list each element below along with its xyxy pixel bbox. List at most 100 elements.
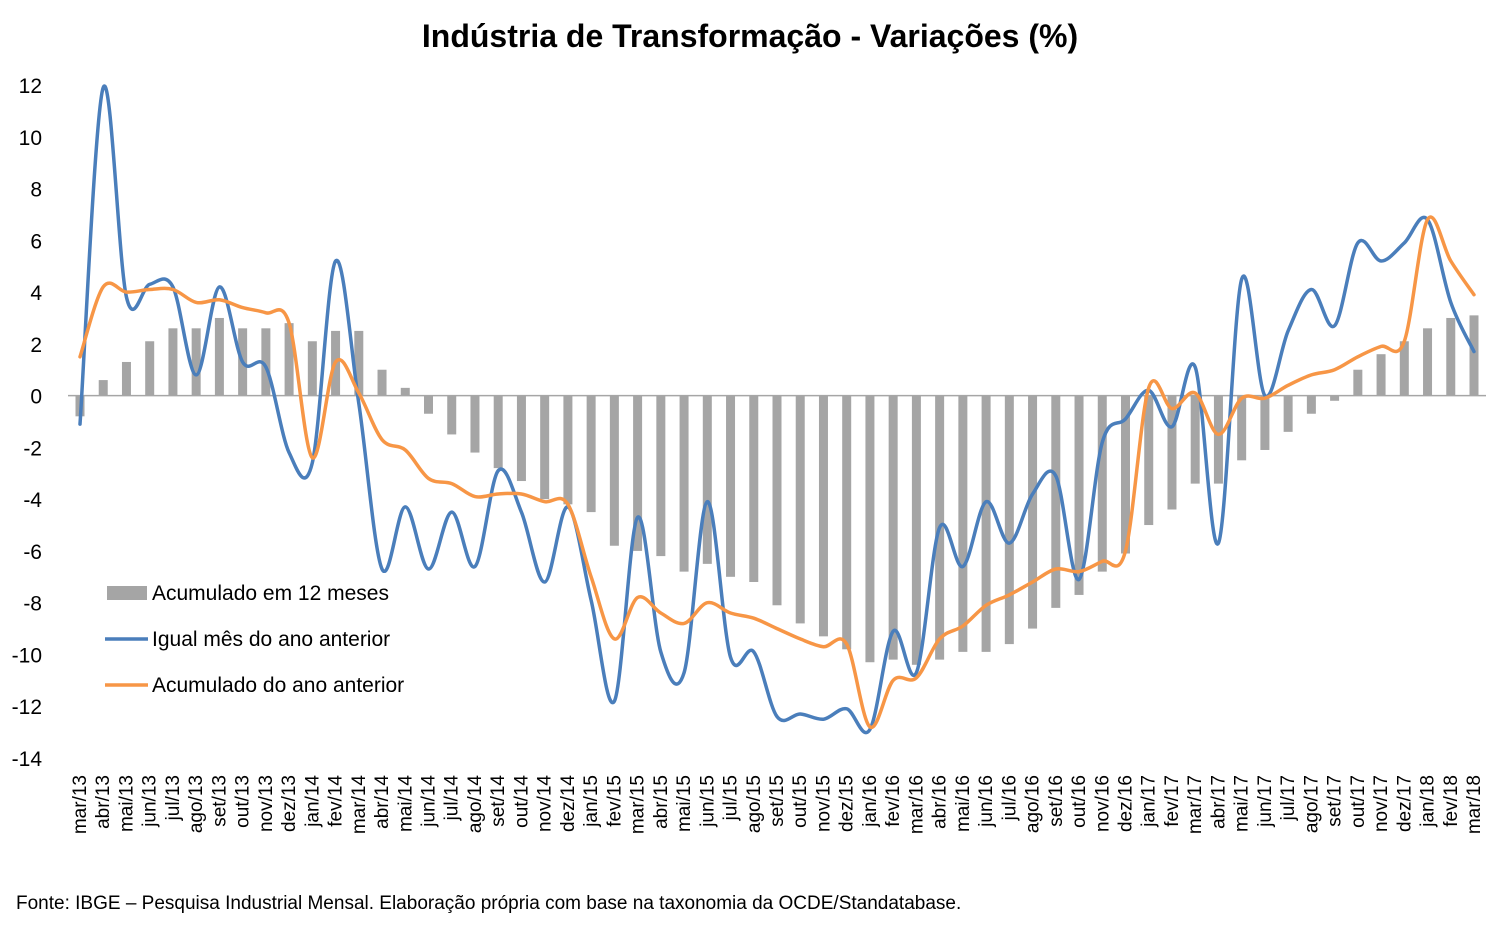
bar-acumulado-12-meses — [1237, 395, 1247, 461]
bar-acumulado-12-meses — [563, 395, 573, 505]
x-tick-label: set/16 — [1046, 775, 1067, 827]
legend-label: Igual mês do ano anterior — [152, 628, 390, 651]
y-tick-label: -12 — [12, 696, 42, 719]
x-tick-label: out/14 — [511, 775, 532, 828]
y-tick-label: 12 — [19, 75, 42, 98]
bar-acumulado-12-meses — [1469, 315, 1479, 396]
x-tick-label: jul/13 — [163, 775, 184, 821]
x-tick-label: jul/17 — [1278, 775, 1299, 821]
x-tick-label: out/17 — [1348, 775, 1369, 828]
x-tick-label: mar/14 — [349, 775, 370, 835]
x-tick-label: set/13 — [209, 775, 230, 827]
legend-label: Acumulado em 12 meses — [152, 582, 389, 605]
x-tick-label: nov/17 — [1371, 775, 1392, 832]
bar-acumulado-12-meses — [1423, 328, 1433, 396]
bar-acumulado-12-meses — [377, 369, 387, 396]
x-tick-label: mai/15 — [674, 775, 695, 832]
y-tick-label: -8 — [23, 593, 42, 616]
bar-acumulado-12-meses — [795, 395, 805, 624]
x-tick-label: mai/17 — [1232, 775, 1253, 832]
x-tick-label: mai/16 — [953, 775, 974, 832]
x-tick-label: dez/15 — [837, 775, 858, 832]
x-tick-label: nov/16 — [1092, 775, 1113, 832]
x-tick-label: jul/16 — [999, 775, 1020, 821]
x-tick-label: dez/13 — [279, 775, 300, 832]
x-tick-label: nov/13 — [256, 775, 277, 832]
bar-acumulado-12-meses — [1074, 395, 1084, 595]
bar-acumulado-12-meses — [1004, 395, 1014, 645]
x-tick-label: jan/15 — [581, 775, 602, 828]
x-tick-label: ago/17 — [1301, 775, 1322, 833]
bar-acumulado-12-meses — [1399, 341, 1409, 396]
x-tick-label: abr/13 — [93, 775, 114, 829]
x-tick-label: set/15 — [767, 775, 788, 827]
x-tick-label: fev/14 — [326, 775, 347, 827]
bar-acumulado-12-meses — [586, 395, 596, 513]
x-tick-label: set/17 — [1325, 775, 1346, 827]
bar-acumulado-12-meses — [1051, 395, 1061, 608]
bar-acumulado-12-meses — [1376, 354, 1386, 396]
bar-acumulado-12-meses — [888, 395, 898, 660]
x-tick-label: jun/16 — [976, 775, 997, 828]
x-tick-label: mar/15 — [628, 775, 649, 834]
bar-acumulado-12-meses — [656, 395, 666, 557]
bar-acumulado-12-meses — [191, 328, 201, 396]
x-tick-label: ago/16 — [1023, 775, 1044, 833]
x-tick-label: out/13 — [233, 775, 254, 828]
bar-acumulado-12-meses — [261, 328, 271, 396]
bar-acumulado-12-meses — [958, 395, 968, 652]
bar-acumulado-12-meses — [354, 330, 364, 396]
x-tick-label: abr/15 — [651, 775, 672, 829]
bar-acumulado-12-meses — [540, 395, 550, 500]
x-tick-label: jan/14 — [302, 775, 323, 828]
x-tick-label: mar/13 — [70, 775, 91, 834]
x-tick-label: ago/13 — [186, 775, 207, 833]
legend-background — [100, 573, 430, 705]
bar-acumulado-12-meses — [1283, 395, 1293, 432]
bar-acumulado-12-meses — [772, 395, 782, 606]
bar-acumulado-12-meses — [633, 395, 643, 551]
y-tick-label: 0 — [30, 386, 42, 409]
x-tick-label: nov/14 — [535, 775, 556, 832]
y-tick-label: 6 — [30, 230, 42, 253]
bar-acumulado-12-meses — [493, 395, 503, 469]
bar-acumulado-12-meses — [516, 395, 526, 482]
bar-acumulado-12-meses — [1353, 369, 1363, 396]
bar-acumulado-12-meses — [1167, 395, 1177, 510]
x-tick-label: mar/17 — [1185, 775, 1206, 834]
bar-acumulado-12-meses — [1144, 395, 1154, 526]
bar-acumulado-12-meses — [609, 395, 619, 546]
bar-acumulado-12-meses — [865, 395, 875, 663]
x-tick-label: dez/17 — [1394, 775, 1415, 832]
bar-acumulado-12-meses — [749, 395, 759, 582]
bar-acumulado-12-meses — [1213, 395, 1223, 484]
x-tick-label: jun/13 — [140, 775, 161, 828]
bar-acumulado-12-meses — [726, 395, 736, 577]
x-tick-label: jun/17 — [1255, 775, 1276, 828]
x-tick-label: abr/14 — [372, 775, 393, 829]
y-tick-label: -14 — [12, 748, 43, 771]
bar-acumulado-12-meses — [1028, 395, 1038, 629]
x-tick-label: ago/14 — [465, 775, 486, 834]
bar-acumulado-12-meses — [981, 395, 991, 652]
chart-title: Indústria de Transformação - Variações (… — [421, 18, 1079, 54]
x-tick-label: mai/13 — [116, 775, 137, 832]
y-tick-label: 4 — [30, 282, 42, 305]
x-tick-label: jan/17 — [1139, 775, 1160, 828]
y-tick-label: -2 — [23, 437, 42, 460]
bar-acumulado-12-meses — [424, 395, 433, 414]
x-tick-label: jun/15 — [697, 775, 718, 828]
bar-acumulado-12-meses — [1190, 395, 1200, 484]
bar-acumulado-12-meses — [1260, 395, 1270, 450]
x-tick-label: fev/18 — [1441, 775, 1462, 827]
line-acumulado-ano-anterior — [78, 215, 1476, 729]
x-tick-label: jan/18 — [1418, 775, 1439, 828]
bar-acumulado-12-meses — [168, 328, 178, 396]
bar-acumulado-12-meses — [214, 317, 224, 396]
x-tick-label: fev/17 — [1162, 775, 1183, 827]
x-tick-label: fev/16 — [883, 775, 904, 827]
bar-acumulado-12-meses — [1121, 395, 1130, 554]
bar-series — [75, 315, 1479, 665]
x-tick-label: set/14 — [488, 775, 509, 827]
